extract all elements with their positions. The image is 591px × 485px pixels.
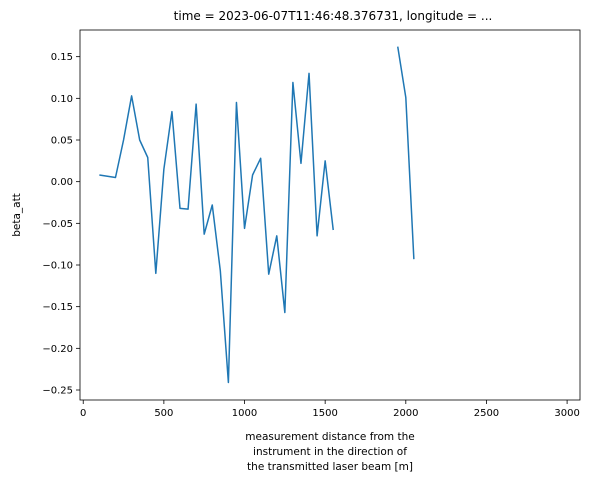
- y-tick-label: −0.25: [42, 386, 73, 397]
- y-tick-label: −0.20: [42, 344, 73, 355]
- y-tick-label: −0.10: [42, 261, 73, 272]
- plot-frame: [79, 29, 581, 401]
- x-axis-label-line-1: measurement distance from the: [245, 431, 414, 443]
- series-line-segment: [396, 46, 415, 260]
- x-tick-label: 500: [154, 408, 173, 419]
- y-tick-label: 0.10: [51, 94, 73, 105]
- x-tick-label: 0: [80, 408, 86, 419]
- y-tick-label: −0.15: [42, 302, 73, 313]
- x-tick-label: 2000: [393, 408, 418, 419]
- x-axis-label-line-3: the transmitted laser beam [m]: [247, 461, 413, 473]
- plot-area: [79, 29, 581, 401]
- x-tick-label: 3000: [554, 408, 579, 419]
- series-line-segment: [99, 72, 334, 384]
- y-axis-label: beta_att: [11, 193, 23, 237]
- x-tick-label: 1500: [312, 408, 337, 419]
- y-tick-label: −0.05: [42, 219, 73, 230]
- x-axis: 0 500 1000 1500 2000 2500 3000: [80, 400, 580, 419]
- x-tick-label: 1000: [232, 408, 257, 419]
- y-tick-label: 0.00: [51, 177, 73, 188]
- y-tick-label: 0.15: [51, 52, 73, 63]
- y-axis: −0.25 −0.20 −0.15 −0.10 −0.05 0.00 0.05 0.10 0.1…: [42, 52, 80, 397]
- x-tick-label: 2500: [474, 408, 499, 419]
- x-axis-label-line-2: instrument in the direction of: [253, 446, 407, 458]
- y-tick-label: 0.05: [51, 136, 73, 147]
- series-layer: [99, 46, 415, 384]
- chart-title: time = 2023-06-07T11:46:48.376731, longi…: [174, 9, 493, 23]
